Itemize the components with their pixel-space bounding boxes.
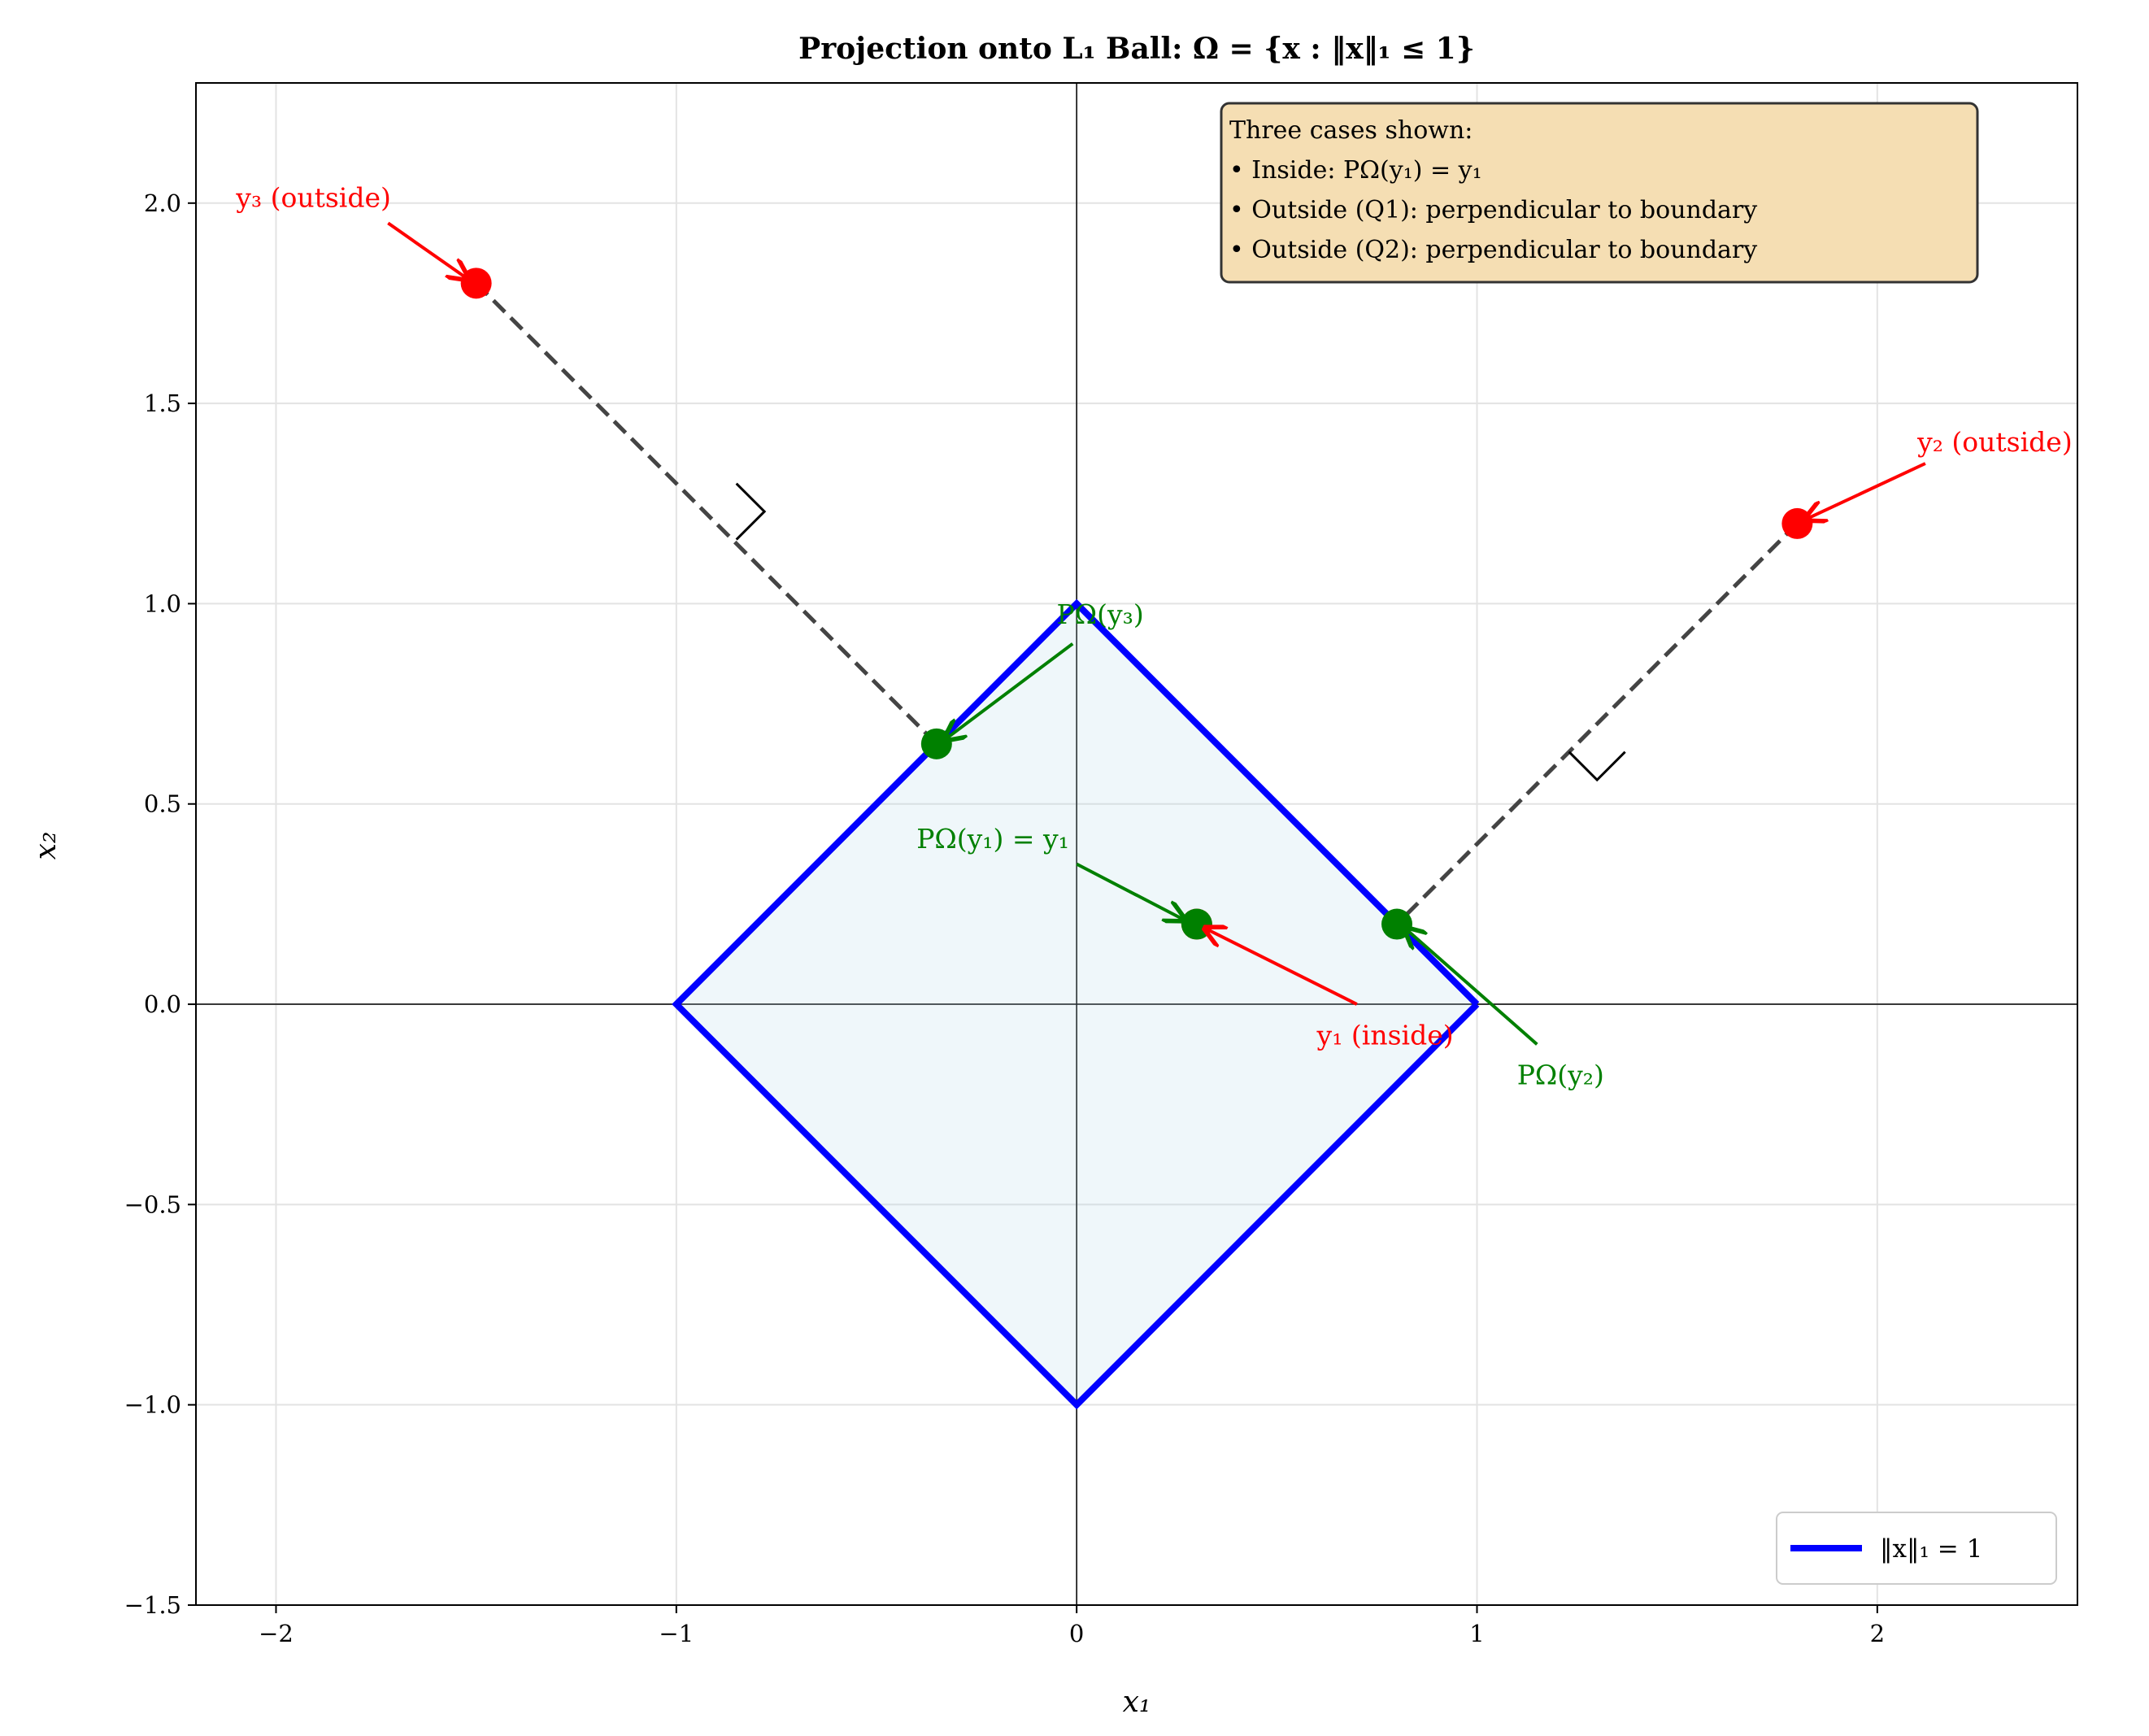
legend-label: ‖x‖₁ = 1 — [1880, 1534, 1982, 1564]
x-tick-label: 1 — [1469, 1620, 1484, 1647]
info-line: • Inside: PΩ(y₁) = y₁ — [1229, 156, 1482, 185]
y-tick-label: −0.5 — [124, 1190, 181, 1218]
annotation-arrow — [387, 221, 468, 279]
info-box: Three cases shown: • Inside: PΩ(y₁) = y₁… — [1220, 102, 1979, 284]
y-tick-label: 2.0 — [144, 189, 181, 217]
annotation-arrow — [945, 642, 1074, 740]
x-tick-label: −2 — [259, 1620, 294, 1647]
y-tick-label: −1.0 — [124, 1391, 181, 1419]
annotation-arrow — [1405, 928, 1538, 1046]
y-tick-label: 0.0 — [144, 990, 181, 1018]
info-line: Three cases shown: — [1229, 116, 1473, 145]
annotation-label: y₂ (outside) — [1916, 426, 2073, 458]
point-y2 — [1781, 507, 1813, 539]
y-tick-label: −1.5 — [124, 1591, 181, 1619]
annotation-label: PΩ(y₂) — [1517, 1059, 1604, 1091]
x-tick-label: 0 — [1069, 1620, 1084, 1647]
y-tick-label: 1.0 — [144, 590, 181, 617]
annotation-label: y₃ (outside) — [235, 182, 391, 214]
projection-line — [474, 281, 938, 746]
info-line: • Outside (Q1): perpendicular to boundar… — [1229, 196, 1757, 224]
plot-area: y₃ (outside) y₂ (outside) y₁ (inside) PΩ(y₁… — [196, 83, 2077, 1605]
ticks: −2 −1 0 1 2 −1.5 −1.0 −0.5 0.0 0.5 1.0 1.5 2.0 — [124, 189, 1885, 1647]
x-tick-label: 2 — [1870, 1620, 1885, 1647]
x-axis-label: x₁ — [1123, 1686, 1151, 1719]
annotation-arrow — [1805, 462, 1926, 520]
right-angle-marker — [735, 482, 767, 541]
legend: ‖x‖₁ = 1 — [1776, 1512, 2057, 1585]
annotation-label: PΩ(y₁) = y₁ — [916, 823, 1069, 855]
axes-frame — [195, 82, 2078, 1606]
annotation-label: PΩ(y₃) — [1057, 598, 1144, 630]
x-tick-label: −1 — [659, 1620, 694, 1647]
annotation-arrow — [1076, 862, 1185, 920]
right-angle-marker — [1568, 751, 1626, 782]
projection-line — [1395, 522, 1799, 926]
y-axis-label: x₂ — [29, 832, 63, 860]
info-line: • Outside (Q2): perpendicular to boundar… — [1229, 236, 1757, 264]
y-tick-label: 1.5 — [144, 389, 181, 417]
chart-title: Projection onto L₁ Ball: Ω = {x : ‖x‖₁ ≤… — [798, 32, 1475, 66]
y-tick-label: 0.5 — [144, 790, 181, 818]
point-y3 — [460, 268, 492, 299]
annotation-label: y₁ (inside) — [1316, 1019, 1454, 1051]
point-py3 — [920, 728, 952, 759]
point-py1 — [1181, 908, 1212, 940]
annotation-arrow — [1205, 928, 1358, 1006]
point-py2 — [1381, 908, 1413, 940]
l1-ball-boundary — [672, 598, 1480, 1410]
